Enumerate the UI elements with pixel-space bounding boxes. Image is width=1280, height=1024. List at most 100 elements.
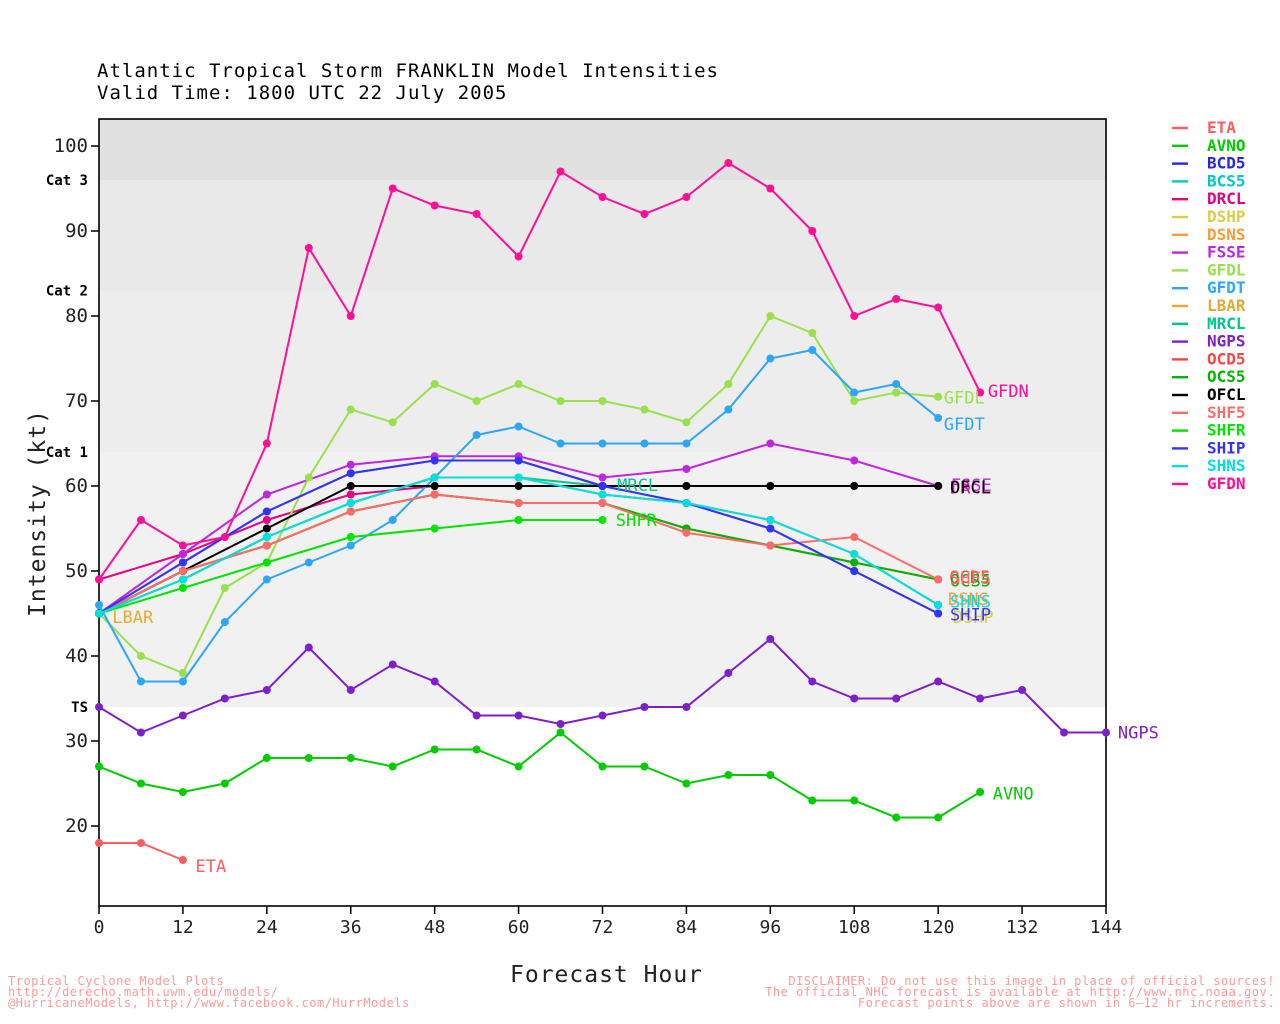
series-AVNO-point [976,788,985,796]
series-GFDL-point [472,397,481,405]
series-GFDN-point [556,167,565,176]
series-AVNO-point [808,796,817,805]
series-SHIP-point [598,482,607,490]
series-OFCL-point [514,482,523,490]
series-DRCL-label: DRCL [950,479,991,499]
legend-label-SHIP: SHIP [1207,438,1246,457]
series-AVNO-point [136,779,145,788]
legend-label-NGPS: NGPS [1207,332,1246,351]
legend-label-GFDT: GFDT [1207,278,1246,297]
series-GFDL-point [640,405,649,414]
series-FSSE-point [262,490,271,499]
series-GFDN-point [178,541,187,550]
legend-label-GFDL: GFDL [1207,260,1246,279]
series-SHF5-point [850,533,859,541]
series-AVNO-point [346,754,355,762]
series-GFDN-point [724,159,733,167]
series-FSSE-point [346,460,355,469]
series-SHNS-point [178,575,187,584]
series-OCD5-label: OCD5 [949,568,990,588]
x-tick-label: 72 [592,917,614,938]
legend-label-DSNS: DSNS [1207,225,1246,244]
series-DRCL-point [346,490,355,499]
series-GFDL-point [850,397,859,405]
series-GFDL-point [682,418,691,427]
series-GFDN-point [304,244,313,252]
series-AVNO-point [892,813,901,822]
series-SHFR-point [514,516,523,524]
series-GFDN-point [388,184,397,193]
series-AVNO-point [640,762,649,771]
category-band-ts [99,707,1106,906]
footer-disclaimer-line1: DISCLAIMER: Do not use this image in pla… [788,974,1275,988]
series-FSSE-point [178,550,187,558]
series-GFDL-point [514,380,523,388]
series-SHIP-point [430,456,439,465]
threshold-label-cat-1: Cat 1 [46,445,88,461]
series-FSSE-point [598,473,607,482]
series-GFDT-point [136,677,145,686]
legend-label-DSHP: DSHP [1207,207,1246,226]
legend-label-SHF5: SHF5 [1207,403,1246,422]
series-SHIP-point [178,558,187,567]
chart-title: Atlantic Tropical Storm FRANKLIN Model I… [97,60,719,104]
series-SHIP-point [850,567,859,575]
series-GFDT-point [934,414,943,422]
x-tick-label: 48 [424,917,446,938]
series-NGPS-point [766,635,775,643]
footer-credit-line2: http://derecho.math.uwm.edu/models/ [8,985,279,999]
footer-disclaimer: DISCLAIMER: Do not use this image in pla… [765,974,1275,1009]
legend-label-BCD5: BCD5 [1207,154,1246,173]
series-SHF5-label: SHF5 [950,569,991,589]
series-NGPS-point [892,694,901,703]
x-tick-label: 36 [340,917,362,938]
series-SHNS-point [934,601,943,609]
series-GFDT-point [388,516,397,524]
x-tick-label: 24 [256,917,278,938]
series-GFDT-point [556,439,565,448]
threshold-label-cat-2: Cat 2 [46,284,88,300]
series-DSNS-label: DSNS [948,590,989,610]
series-AVNO-point [598,762,607,771]
series-GFDT-point [262,575,271,584]
series-OFCL-point [682,482,691,490]
series-GFDT-point [346,541,355,550]
series-AVNO-point [304,754,313,762]
series-SHF5-point [766,541,775,550]
footer-credit-line3: @HurricaneModels, http://www.facebook.co… [8,996,410,1010]
y-tick-label: 90 [65,220,88,242]
series-AVNO-point [472,745,481,754]
x-axis-title: Forecast Hour [510,962,704,988]
series-GFDT-point [95,601,103,609]
series-OFCL-point [850,482,859,490]
series-SHFR-point [346,533,355,541]
legend-label-MRCL: MRCL [1207,314,1246,333]
series-OCS5-point [850,558,859,567]
series-NGPS-point [220,694,229,703]
series-AVNO-point [388,762,397,771]
series-SHFR-label: SHFR [616,511,658,531]
series-GFDN-point [514,252,523,261]
series-GFDN-point [640,210,649,218]
series-AVNO-point [766,771,775,779]
series-GFDL-point [892,388,901,397]
series-GFDN-point [136,516,145,524]
series-SHIP-point [514,456,523,465]
series-GFDL-point [388,418,397,427]
category-band-top [99,118,1106,180]
series-GFDL-label: GFDL [944,389,985,409]
series-ETA-point [178,856,187,864]
series-GFDT-point [892,380,901,388]
x-tick-label: 144 [1090,917,1123,938]
series-GFDT-point [682,439,691,448]
legend-label-AVNO: AVNO [1207,136,1246,155]
series-FSSE-point [682,465,691,473]
series-GFDT-point [178,677,187,686]
series-GFDN-point [472,210,481,218]
series-OFCL-point [430,482,439,490]
series-NGPS-point [514,711,523,720]
series-GFDL-point [556,397,565,405]
series-NGPS-point [724,669,733,677]
series-NGPS-point [976,694,985,703]
legend-label-BCS5: BCS5 [1207,171,1246,190]
